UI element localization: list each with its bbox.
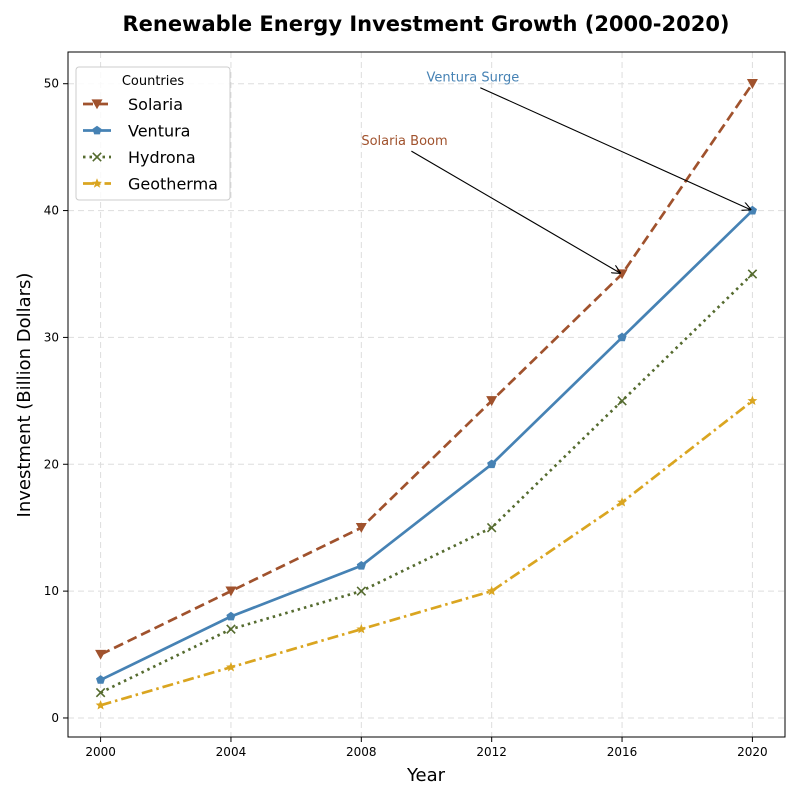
- series-ventura: [96, 205, 757, 684]
- data-point-hydrona: [226, 624, 236, 634]
- series-line-geotherma: [100, 399, 754, 707]
- data-point-ventura: [487, 459, 497, 469]
- x-tick-label: 2004: [216, 745, 247, 759]
- legend-entry-ventura: Ventura: [83, 122, 190, 141]
- data-point-solaria: [355, 523, 367, 533]
- y-tick-label: 40: [44, 204, 59, 218]
- y-axis-ticks: 0 10 20 30 40 50: [44, 77, 68, 725]
- legend-marker: [92, 152, 102, 162]
- legend-marker: [92, 178, 102, 188]
- legend-box: [75, 66, 231, 201]
- x-tick-label: 2012: [476, 745, 507, 759]
- data-point-geotherma: [95, 700, 106, 710]
- annotation-arrow-solaria-boom: [411, 150, 620, 273]
- data-point-geotherma: [747, 395, 758, 406]
- x-tick-label: 2016: [607, 745, 638, 759]
- x-tick-label: 2008: [346, 745, 377, 759]
- y-tick-label: 0: [51, 711, 59, 725]
- series-line-hydrona: [100, 273, 754, 694]
- legend-marker: [91, 99, 103, 110]
- data-point-solaria: [486, 396, 498, 407]
- legend-entry-hydrona: Hydrona: [83, 148, 196, 167]
- legend-label: Solaria: [128, 95, 183, 114]
- annotation-label-ventura-surge: Ventura Surge: [427, 71, 520, 86]
- x-axis-title: Year: [406, 765, 446, 786]
- x-tick-label: 2000: [85, 745, 116, 759]
- legend-label: Geotherma: [128, 175, 218, 194]
- data-point-geotherma: [617, 497, 627, 507]
- legend-entry-solaria: Solaria: [83, 95, 183, 114]
- data-point-ventura: [226, 611, 236, 621]
- plot-frame: [67, 51, 786, 738]
- data-point-geotherma: [486, 585, 497, 596]
- data-point-solaria: [746, 79, 758, 89]
- legend-label: Hydrona: [128, 148, 196, 167]
- annotation-label-solaria-boom: Solaria Boom: [361, 134, 447, 149]
- y-tick-label: 10: [44, 584, 59, 598]
- series-geotherma: [95, 395, 758, 710]
- data-point-ventura: [356, 560, 366, 570]
- series-line-ventura: [100, 209, 754, 682]
- series-solaria: [95, 79, 758, 660]
- y-tick-label: 30: [44, 330, 59, 344]
- data-point-geotherma: [226, 662, 236, 672]
- data-point-hydrona: [356, 586, 367, 596]
- data-point-ventura: [617, 332, 627, 342]
- series-hydrona: [95, 269, 758, 698]
- data-point-solaria: [95, 649, 107, 660]
- annotations: Solaria Boom Ventura Surge: [361, 71, 750, 273]
- legend-label: Ventura: [128, 122, 190, 141]
- legend: Countries Solaria Ventura Hydrona Geotherma: [75, 66, 231, 201]
- y-axis-title: Investment (Billion Dollars): [14, 273, 35, 518]
- data-point-hydrona: [617, 396, 627, 406]
- legend-entry-geotherma: Geotherma: [83, 175, 218, 194]
- data-point-solaria: [225, 586, 237, 597]
- data-point-ventura: [96, 675, 106, 684]
- data-point-hydrona: [747, 269, 758, 279]
- data-point-geotherma: [356, 623, 367, 634]
- data-point-hydrona: [95, 687, 106, 698]
- legend-title: Countries: [122, 74, 185, 89]
- legend-marker: [92, 125, 102, 135]
- x-axis-ticks: 2000 2004 2008 2012 2016 2020: [85, 737, 768, 759]
- x-tick-label: 2020: [737, 745, 768, 759]
- chart-title: Renewable Energy Investment Growth (2000…: [122, 12, 729, 36]
- annotation-arrow-ventura-surge: [480, 87, 750, 210]
- series-layer: [95, 79, 758, 710]
- data-point-hydrona: [486, 522, 497, 533]
- series-line-solaria: [100, 82, 754, 656]
- y-tick-label: 20: [44, 457, 59, 471]
- y-tick-label: 50: [44, 77, 59, 91]
